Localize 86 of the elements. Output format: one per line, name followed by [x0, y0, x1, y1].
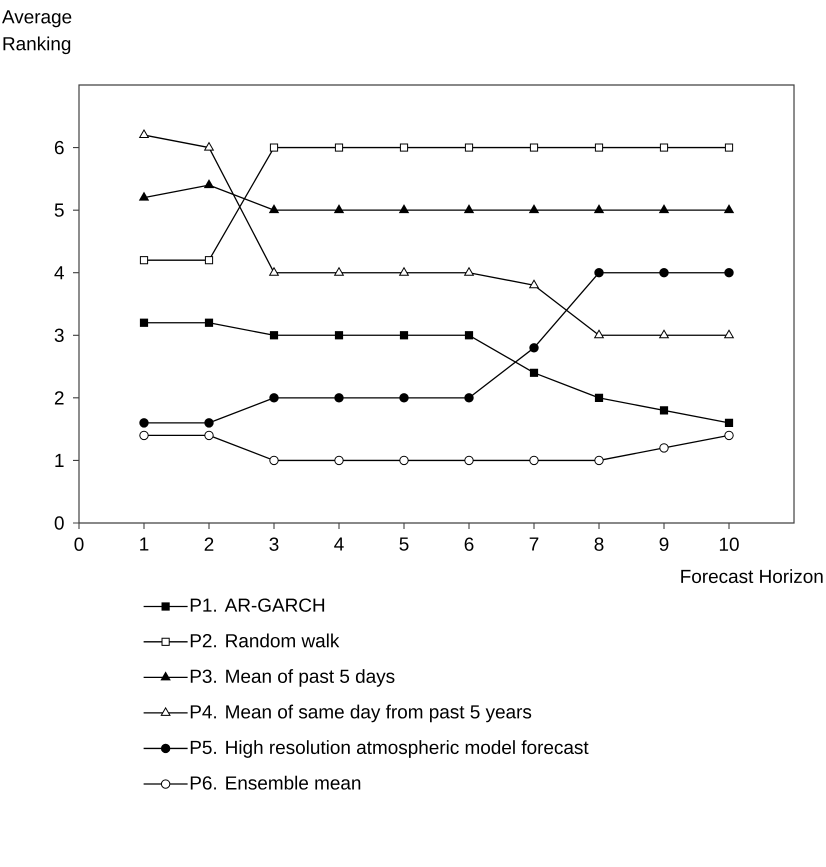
point — [399, 204, 409, 214]
legend-label: P5. High resolution atmospheric model forecast — [190, 740, 589, 758]
point — [269, 267, 279, 276]
x-tick-label: 2 — [204, 538, 214, 551]
point — [594, 204, 604, 214]
y-tick-label: 4 — [54, 266, 64, 280]
point — [724, 143, 734, 152]
point — [399, 267, 409, 276]
point — [660, 143, 668, 152]
x-tick-label: 5 — [399, 538, 408, 551]
point — [270, 331, 278, 340]
point — [594, 268, 604, 278]
point — [594, 394, 604, 402]
y-tick-label: 0 — [54, 516, 64, 530]
point — [464, 393, 474, 403]
y-tick-label: 1 — [55, 454, 64, 467]
x-tick-label: 4 — [334, 538, 344, 551]
point — [334, 143, 344, 152]
point — [594, 330, 604, 338]
point — [269, 456, 279, 466]
legend-label: P2. Random walk — [190, 634, 340, 648]
point — [594, 456, 604, 466]
x-tick-label: 10 — [720, 538, 739, 551]
point — [204, 430, 214, 440]
point — [724, 430, 734, 440]
point — [334, 331, 344, 340]
point — [204, 256, 214, 264]
point — [139, 192, 149, 201]
x-tick-label: 6 — [464, 538, 474, 551]
point — [334, 267, 344, 276]
point — [529, 343, 539, 352]
point — [270, 143, 278, 152]
y-tick-label: 6 — [54, 140, 64, 154]
y-tick-label: 5 — [54, 204, 64, 217]
legend-label: P3. Mean of past 5 days — [190, 669, 394, 687]
point — [399, 393, 409, 403]
point — [659, 330, 669, 338]
point — [334, 456, 344, 466]
y-tick-label: 3 — [54, 328, 64, 342]
point — [464, 143, 474, 152]
legend-label: P4. Mean of same day from past 5 years — [190, 704, 532, 722]
point — [594, 143, 604, 152]
legend-label: P6. Ensemble mean — [190, 776, 360, 790]
point — [660, 406, 668, 414]
point — [139, 430, 149, 440]
point — [659, 204, 669, 214]
point — [529, 456, 539, 466]
point — [204, 318, 214, 327]
point — [529, 280, 539, 288]
point — [724, 418, 734, 427]
point — [140, 256, 148, 264]
point — [139, 418, 149, 428]
x-tick-label: 9 — [660, 538, 668, 551]
x-tick-label: 3 — [269, 538, 278, 551]
point — [724, 268, 734, 278]
point — [464, 204, 474, 214]
x-tick-label: 1 — [140, 538, 148, 551]
point — [659, 443, 669, 453]
point — [140, 318, 148, 327]
point — [400, 331, 408, 340]
point — [724, 330, 734, 338]
point — [204, 180, 214, 188]
x-tick-label: 7 — [530, 538, 538, 551]
x-axis-title: Forecast Horizon — [681, 569, 823, 584]
point — [334, 393, 344, 403]
x-tick-label: 8 — [594, 538, 604, 551]
legend-label: P1. AR-GARCH — [190, 598, 324, 612]
point — [529, 204, 539, 214]
point — [530, 143, 538, 152]
point — [659, 268, 669, 278]
point — [464, 456, 474, 466]
point — [464, 331, 474, 340]
point — [269, 393, 279, 403]
point — [204, 418, 214, 428]
point — [139, 130, 149, 138]
point — [399, 456, 409, 466]
point — [400, 143, 408, 152]
point — [334, 204, 344, 214]
point — [464, 267, 474, 276]
point — [204, 142, 214, 151]
point — [269, 204, 279, 214]
point — [530, 368, 538, 377]
point — [724, 204, 734, 214]
y-axis-title: Average Ranking — [2, 10, 72, 54]
x-tick-label: 0 — [74, 538, 84, 551]
y-tick-label: 2 — [54, 391, 64, 404]
